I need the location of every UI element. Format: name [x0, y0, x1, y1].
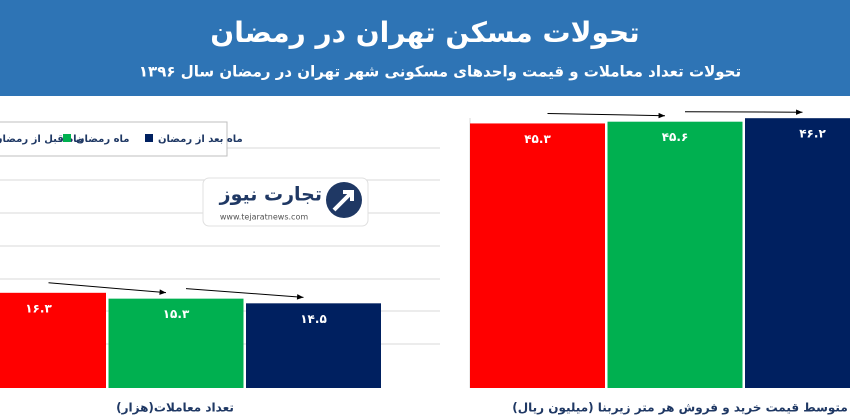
legend-swatch — [63, 134, 71, 142]
legend-label: ماه قبل از رمضان — [0, 134, 83, 145]
value-label: ۴۶.۲ — [799, 127, 826, 141]
legend-label: ماه رمضان — [76, 134, 129, 145]
bar — [108, 298, 244, 388]
bar — [745, 118, 850, 388]
x-tick-label: تعداد معاملات(هزار) — [116, 401, 234, 415]
trend-arrow-head — [796, 109, 803, 115]
trend-arrow — [547, 112, 666, 117]
legend-box — [0, 121, 228, 157]
value-label: ۱۶.۳ — [25, 301, 52, 315]
x-tick-label: متوسط قیمت خرید و فروش هر متر زیربنا (می… — [512, 401, 848, 416]
value-label: ۴۵.۶ — [662, 130, 689, 144]
legend-label: ماه بعد از رمضان — [158, 134, 243, 145]
trend-arrow-head — [296, 294, 304, 300]
trend-arrow — [48, 282, 167, 294]
value-label: ۱۵.۳ — [163, 307, 190, 321]
legend-swatch — [145, 134, 153, 142]
header-banner — [0, 0, 850, 96]
trend-arrow-head — [159, 289, 166, 295]
logo: تجارت نیوز www.tejaratnews.com — [202, 177, 369, 227]
trend-arrow — [185, 288, 304, 298]
chart-title: تحولات مسکن تهران در رمضان — [210, 16, 639, 49]
value-label: ۱۴.۵ — [300, 312, 327, 326]
value-label: ۴۵.۳ — [524, 132, 551, 146]
chart-subtitle: تحولات تعداد معاملات و قیمت واحدهای مسکو… — [139, 63, 741, 81]
bar — [0, 292, 106, 388]
bar — [607, 121, 743, 389]
bar — [246, 303, 381, 388]
logo-url: www.tejaratnews.com — [220, 213, 308, 222]
logo-box — [202, 177, 369, 227]
bar — [470, 123, 605, 388]
trend-arrow-head — [658, 112, 665, 119]
logo-name: تجارت نیوز — [219, 184, 322, 206]
